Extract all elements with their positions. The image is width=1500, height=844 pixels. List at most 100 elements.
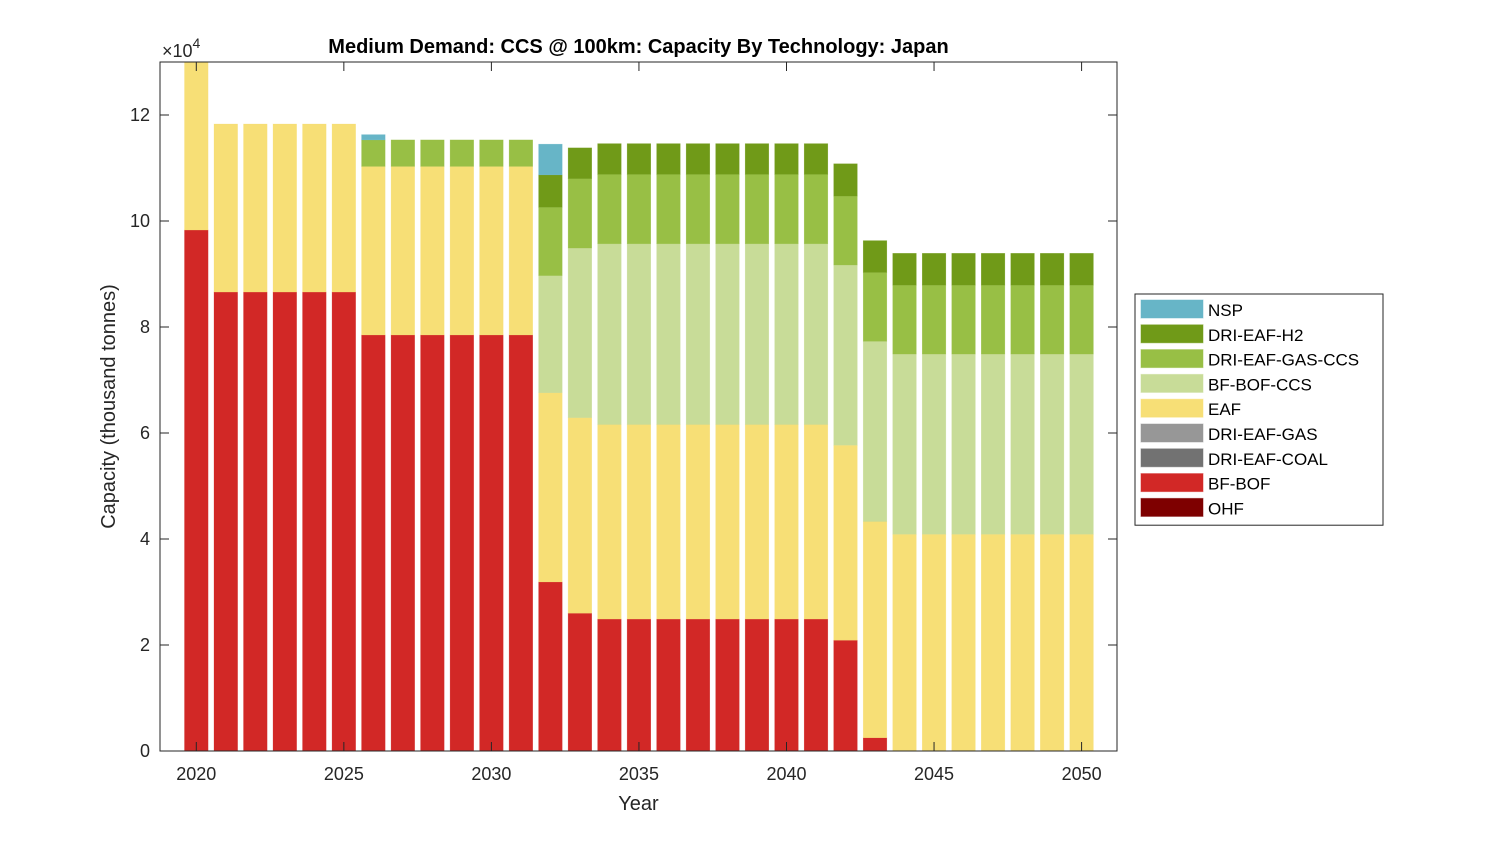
bar-segment-dri-eaf-gas-ccs-2047 (981, 284, 1006, 355)
bar-segment-eaf-2035 (626, 424, 651, 620)
bar-stack-2020 (184, 62, 209, 751)
legend-label: OHF (1208, 499, 1244, 518)
bar-segment-bf-bof-ccs-2043 (862, 341, 888, 522)
legend: NSP DRI-EAF-H2 DRI-EAF-GAS-CCS BF-BOF-CCS EA… (1134, 293, 1384, 526)
legend-item-dri-eaf-gas-ccs: DRI-EAF-GAS-CCS (1140, 349, 1359, 370)
bar-segment-eaf-2049 (1040, 533, 1065, 751)
bar-segment-bf-bof-ccs-2047 (981, 353, 1006, 535)
bar-segment-dri-eaf-gas-ccs-2028 (420, 139, 445, 167)
bar-segment-dri-eaf-h2-2044 (892, 253, 917, 286)
bar-segment-dri-eaf-h2-2049 (1040, 253, 1065, 286)
bar-segment-dri-eaf-gas-ccs-2044 (892, 284, 917, 355)
bar-segment-dri-eaf-gas-ccs-2035 (626, 174, 651, 245)
bar-stack-2025 (331, 123, 356, 751)
bar-segment-bf-bof-ccs-2035 (626, 243, 651, 425)
x-tick-label: 2040 (766, 764, 806, 784)
bar-segment-bf-bof-2025 (331, 291, 356, 751)
bar-segment-dri-eaf-gas-ccs-2038 (715, 174, 740, 245)
bar-segment-dri-eaf-gas-ccs-2050 (1069, 284, 1094, 355)
bar-segment-dri-eaf-gas-ccs-2040 (774, 174, 799, 245)
bar-segment-bf-bof-2021 (213, 291, 238, 751)
bar-stack-2043 (862, 240, 888, 751)
legend-swatch (1140, 299, 1204, 319)
x-tick-label: 2020 (176, 764, 216, 784)
y-tick-label: 8 (140, 317, 150, 337)
bar-segment-bf-bof-2028 (420, 334, 445, 751)
bar-segment-dri-eaf-gas-ccs-2026 (361, 139, 386, 167)
bar-segment-dri-eaf-gas-ccs-2029 (449, 139, 474, 167)
bar-segment-bf-bof-ccs-2034 (597, 243, 622, 425)
bar-stack-2033 (567, 147, 592, 751)
bar-stack-2032 (538, 143, 563, 751)
legend-swatch (1140, 398, 1204, 418)
bar-segment-dri-eaf-h2-2034 (597, 143, 622, 175)
y-tick-label: 10 (130, 211, 150, 231)
bar-segment-bf-bof-2027 (390, 334, 415, 751)
bar-segment-eaf-2044 (892, 533, 917, 751)
bar-segment-bf-bof-ccs-2032 (538, 275, 563, 393)
bar-segment-eaf-2027 (390, 166, 415, 336)
bar-segment-bf-bof-2022 (243, 291, 268, 751)
bar-segment-dri-eaf-h2-2043 (862, 240, 888, 273)
y-exponent-power: 4 (193, 35, 201, 51)
y-tick-label: 4 (140, 529, 150, 549)
bar-segment-dri-eaf-gas-ccs-2032 (538, 206, 563, 276)
bar-segment-dri-eaf-h2-2050 (1069, 253, 1094, 286)
bar-segment-bf-bof-2035 (626, 618, 651, 751)
bar-segment-dri-eaf-gas-ccs-2049 (1040, 284, 1065, 355)
bar-segment-nsp-2026 (361, 134, 386, 141)
bar-segment-dri-eaf-h2-2035 (626, 143, 651, 175)
legend-item-bf-bof: BF-BOF (1140, 473, 1270, 494)
legend-label: DRI-EAF-GAS (1208, 425, 1318, 444)
bar-segment-dri-eaf-gas-ccs-2039 (744, 174, 770, 245)
bar-segment-eaf-2030 (479, 166, 504, 336)
bar-stack-2044 (892, 253, 917, 751)
bar-segment-dri-eaf-h2-2036 (656, 143, 681, 175)
y-tick-label: 6 (140, 423, 150, 443)
bar-stack-2048 (1010, 253, 1035, 751)
bar-segment-eaf-2021 (213, 123, 238, 293)
bar-segment-eaf-2034 (597, 424, 622, 620)
bar-segment-dri-eaf-h2-2045 (921, 253, 947, 286)
bar-segment-nsp-2032 (538, 143, 563, 176)
bar-segment-bf-bof-2020 (184, 229, 209, 751)
bar-segment-dri-eaf-gas-ccs-2048 (1010, 284, 1035, 355)
legend-label: BF-BOF (1208, 475, 1270, 494)
bar-segment-eaf-2050 (1069, 533, 1094, 751)
bar-segment-eaf-2032 (538, 392, 563, 583)
bar-segment-dri-eaf-h2-2042 (833, 163, 858, 197)
x-tick-label: 2025 (324, 764, 364, 784)
bar-segment-bf-bof-2030 (479, 334, 504, 751)
bar-segment-dri-eaf-gas-ccs-2042 (833, 195, 858, 266)
bar-stack-2028 (420, 139, 445, 751)
bar-segment-bf-bof-ccs-2045 (921, 353, 947, 535)
legend-item-dri-eaf-gas: DRI-EAF-GAS (1140, 423, 1318, 444)
x-axis-label: Year (618, 793, 659, 815)
bar-segment-eaf-2026 (361, 166, 386, 336)
bar-segment-dri-eaf-gas-ccs-2030 (479, 139, 504, 167)
bar-segment-eaf-2038 (715, 424, 740, 620)
y-tick-label: 0 (140, 741, 150, 761)
bar-stack-2024 (302, 123, 327, 751)
bar-segment-dri-eaf-h2-2048 (1010, 253, 1035, 286)
bar-segment-bf-bof-ccs-2046 (951, 353, 976, 535)
bar-segment-eaf-2031 (508, 166, 533, 336)
bar-stack-2026 (361, 134, 386, 751)
bar-segment-dri-eaf-gas-ccs-2031 (508, 139, 533, 167)
bar-segment-eaf-2041 (803, 424, 829, 620)
bar-segment-eaf-2025 (331, 123, 356, 293)
bar-segment-bf-bof-ccs-2040 (774, 243, 799, 425)
bar-stack-2035 (626, 143, 651, 751)
bar-stack-2038 (715, 143, 740, 751)
bar-segment-eaf-2022 (243, 123, 268, 293)
bar-segment-eaf-2039 (744, 424, 770, 620)
bar-stack-2030 (479, 139, 504, 751)
bar-segment-eaf-2043 (862, 521, 888, 739)
bar-segment-bf-bof-2040 (774, 618, 799, 751)
bar-stack-2042 (833, 163, 858, 751)
x-tick-label: 2035 (619, 764, 659, 784)
bar-segment-dri-eaf-gas-ccs-2043 (862, 272, 888, 342)
bar-segment-dri-eaf-h2-2041 (803, 143, 829, 175)
bar-segment-bf-bof-2036 (656, 618, 681, 751)
